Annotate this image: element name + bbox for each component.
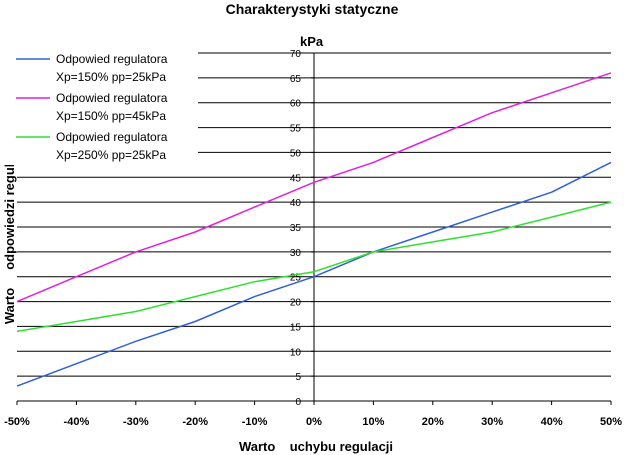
x-tick-label-3: -20% xyxy=(182,416,208,428)
y-tick-label-50: 50 xyxy=(290,148,302,159)
legend-label-2-line1: Odpowied regulatora xyxy=(56,91,168,105)
y-tick-label-60: 60 xyxy=(290,99,302,110)
y-tick-label-15: 15 xyxy=(290,322,302,333)
x-tick-label-9: 40% xyxy=(541,416,563,428)
legend-label-1-line1: Odpowied regulatora xyxy=(56,52,168,66)
y-axis-label: Warto odpowiedzi regulatora xyxy=(2,131,17,324)
y-tick-label-25: 25 xyxy=(290,273,302,284)
x-tick-label-8: 30% xyxy=(481,416,503,428)
x-tick-label-10: 50% xyxy=(600,416,622,428)
y-tick-label-35: 35 xyxy=(290,223,302,234)
x-tick-label-4: -10% xyxy=(242,416,268,428)
y-tick-label-30: 30 xyxy=(290,248,302,259)
x-tick-label-1: -40% xyxy=(64,416,90,428)
legend-box xyxy=(2,44,198,165)
x-tick-label-6: 10% xyxy=(362,416,384,428)
y-tick-label-10: 10 xyxy=(290,347,302,358)
x-axis-label: Warto uchybu regulacji xyxy=(239,439,393,454)
legend-label-3-line2: Xp=250% pp=25kPa xyxy=(56,148,166,162)
legend-label-1-line2: Xp=150% pp=25kPa xyxy=(56,70,166,84)
legend-label-2-line2: Xp=150% pp=45kPa xyxy=(56,109,166,123)
x-tick-label-2: -30% xyxy=(123,416,149,428)
y-tick-label-70: 70 xyxy=(290,49,302,60)
y-tick-label-45: 45 xyxy=(290,173,302,184)
x-tick-label-7: 20% xyxy=(422,416,444,428)
series-line-2 xyxy=(16,72,612,303)
y-tick-label-40: 40 xyxy=(290,198,302,209)
y-tick-label-55: 55 xyxy=(290,124,302,135)
series-line-1 xyxy=(16,161,612,387)
x-tick-label-5: 0% xyxy=(306,416,322,428)
y-tick-label-0: 0 xyxy=(295,397,301,408)
chart-title: Charakterystyki statyczne xyxy=(226,1,399,17)
x-tick-label-0: -50% xyxy=(4,416,30,428)
y-tick-label-5: 5 xyxy=(295,372,301,383)
y-tick-label-20: 20 xyxy=(290,298,302,309)
y-unit-label: kPa xyxy=(300,34,324,49)
legend-label-3-line1: Odpowied regulatora xyxy=(56,130,168,144)
series-line-3 xyxy=(16,201,612,333)
y-tick-label-65: 65 xyxy=(290,74,302,85)
